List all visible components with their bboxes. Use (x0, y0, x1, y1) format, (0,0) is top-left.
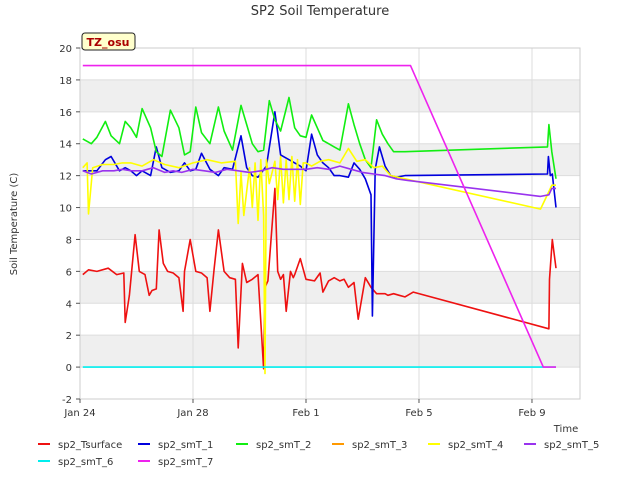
y-tick-label: 2 (66, 331, 72, 342)
series-line-sp2_smT_7 (82, 64, 556, 368)
series-line-sp2_Tsurface (82, 187, 557, 370)
legend-label: sp2_Tsurface (58, 440, 122, 451)
legend-label: sp2_smT_2 (256, 440, 311, 451)
site-badge-box (81, 32, 136, 51)
plot-background (80, 48, 580, 399)
series-line-sp2_smT_2 (82, 96, 557, 179)
legend-label: sp2_smT_3 (352, 440, 407, 451)
x-tick-label: Feb 5 (405, 408, 432, 419)
y-tick-label: 4 (66, 299, 72, 310)
y-tick-label: 14 (59, 140, 72, 151)
plot-frame (79, 47, 581, 400)
series-line-sp2_smT_4 (82, 147, 556, 375)
x-tick-label: Feb 1 (292, 408, 319, 419)
y-tick-label: 8 (66, 235, 72, 246)
y-axis-label: Soil Temperature (C) (9, 173, 20, 276)
background-band (80, 207, 580, 240)
series-line-sp2_smT_5 (82, 165, 556, 198)
legend: sp2_Tsurface sp2_smT_1 sp2_smT_2 sp2_smT_3 s… (38, 440, 599, 468)
axes: -2 0 2 4 6 8 10 12 14 16 18 20 Jan 24 Jan 28 Feb 1 Feb … (59, 44, 581, 419)
y-tick-label: 6 (66, 267, 72, 278)
y-tick-label: 12 (59, 172, 72, 183)
background-band (80, 271, 580, 304)
x-tick-label: Feb 9 (518, 408, 545, 419)
legend-label: sp2_smT_4 (448, 440, 503, 451)
y-tick-label: 10 (59, 204, 72, 215)
x-tick-label: Jan 24 (63, 408, 95, 419)
site-badge: TZ_osu (81, 32, 136, 51)
legend-label: sp2_smT_1 (158, 440, 213, 451)
background-band (80, 335, 580, 368)
series-layer (82, 64, 557, 375)
y-tick-label: 0 (66, 363, 72, 374)
x-axis-label: Time (553, 424, 578, 435)
legend-label: sp2_smT_6 (58, 457, 113, 468)
y-tick-label: 16 (59, 108, 72, 119)
y-tick-label: 20 (59, 44, 72, 55)
y-tick-label: -2 (62, 395, 72, 406)
x-tick-label: Jan 28 (176, 408, 208, 419)
chart-title: SP2 Soil Temperature (251, 4, 389, 19)
series-line-sp2_smT_1 (82, 111, 557, 317)
site-badge-label: TZ_osu (87, 36, 130, 49)
y-tick-label: 18 (59, 76, 72, 87)
background-band (80, 79, 580, 112)
legend-label: sp2_smT_7 (158, 457, 213, 468)
legend-label: sp2_smT_5 (544, 440, 599, 451)
